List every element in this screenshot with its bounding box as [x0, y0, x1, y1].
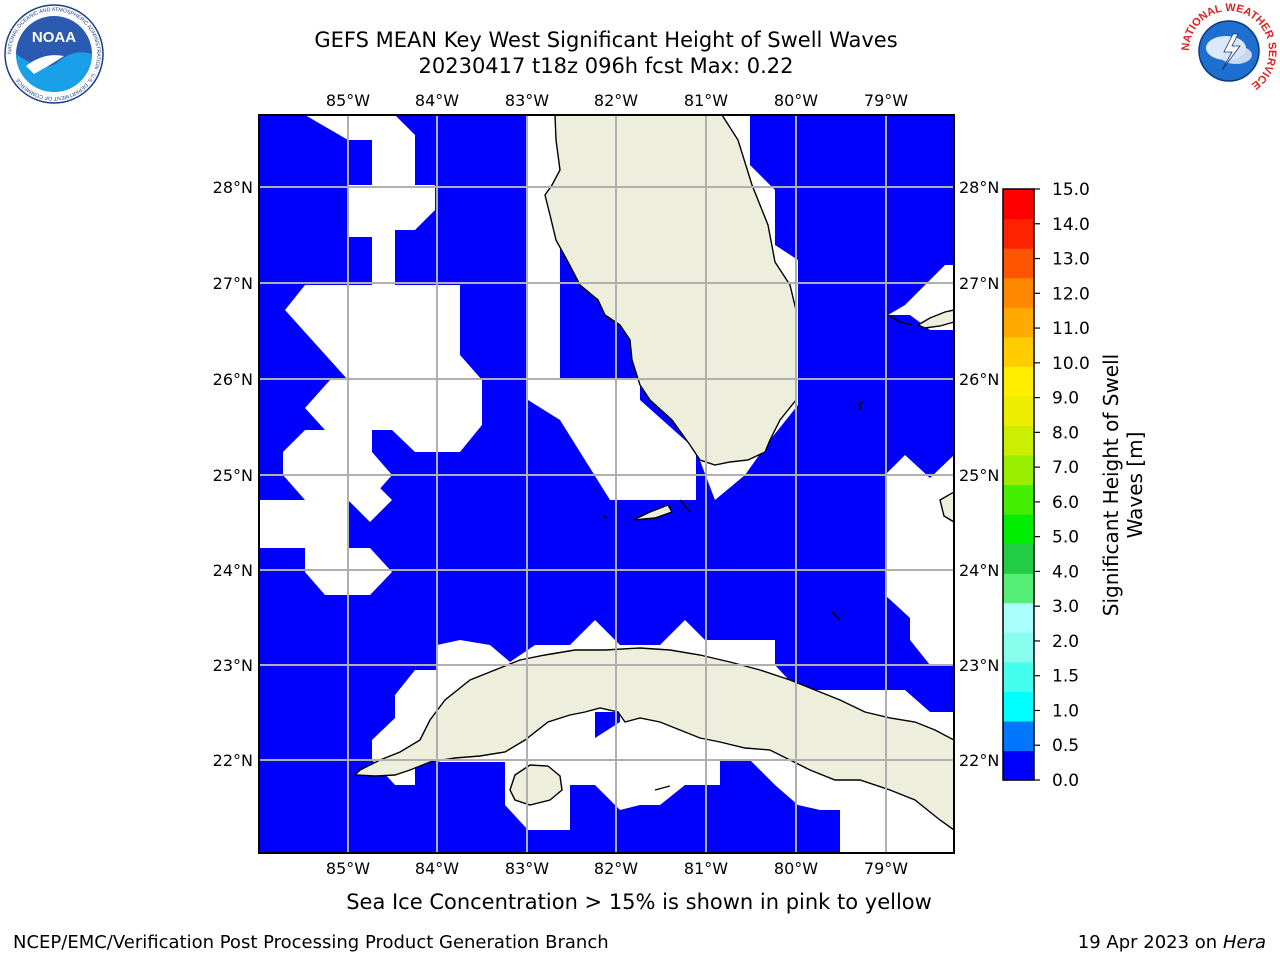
- colorbar-segment: [1003, 277, 1034, 308]
- colorbar-segment: [1003, 366, 1034, 397]
- colorbar-segment: [1003, 661, 1034, 692]
- lon-bottom-tick: 82°W: [594, 859, 638, 878]
- colorbar-tick-label: 11.0: [1052, 319, 1090, 339]
- colorbar-frame: [1002, 188, 1035, 781]
- lon-top-tick: 79°W: [864, 91, 908, 110]
- lon-top-tick: 85°W: [326, 91, 370, 110]
- colorbar-label: Significant Height of Swell Waves [m]: [1099, 353, 1147, 617]
- lon-top-tick: 83°W: [505, 91, 549, 110]
- colorbar: 0.0 0.5 1.0 1.5 2.0 3.0 4.0 5.0 6.0 7.0 8.0 9.0 10.0…: [1002, 180, 1090, 791]
- lat-left-tick: 27°N: [213, 274, 253, 293]
- lat-left-tick: 28°N: [213, 178, 253, 197]
- lon-top-tick: 81°W: [684, 91, 728, 110]
- colorbar-segment: [1003, 425, 1034, 456]
- footer-credit: NCEP/EMC/Verification Post Processing Pr…: [13, 932, 609, 953]
- bahamas-grand-bahama: [916, 309, 954, 329]
- sea-ice-note: Sea Ice Concentration > 15% is shown in …: [346, 890, 932, 914]
- bottom-longitude-labels: 85°W 84°W 83°W 82°W 81°W 80°W 79°W: [326, 859, 908, 878]
- colorbar-segment: [1003, 454, 1034, 486]
- colorbar-segment: [1003, 336, 1034, 367]
- chart-subtitle: 20230417 t18z 096h fcst Max: 0.22: [418, 54, 794, 78]
- colorbar-tick-label: 9.0: [1052, 389, 1079, 409]
- lon-bottom-tick: 84°W: [415, 859, 459, 878]
- top-longitude-labels: 85°W 84°W 83°W 82°W 81°W 80°W 79°W: [326, 91, 908, 110]
- lat-right-tick: 27°N: [959, 274, 999, 293]
- colorbar-segment: [1003, 750, 1034, 781]
- colorbar-tick-label: 13.0: [1052, 250, 1090, 270]
- lat-right-tick: 25°N: [959, 466, 999, 485]
- colorbar-tick-label: 3.0: [1052, 597, 1079, 617]
- florida-keys: [632, 504, 674, 521]
- lat-right-tick: 24°N: [959, 561, 999, 580]
- nws-logo: NATIONAL WEATHER SERVICE: [1179, 1, 1279, 101]
- footer-date: 19 Apr 2023 on Hera: [1078, 932, 1266, 953]
- colorbar-tick-label: 15.0: [1052, 180, 1090, 200]
- florida-peninsula: [544, 115, 797, 466]
- colorbar-segment: [1003, 218, 1034, 249]
- colorbar-segment: [1003, 189, 1034, 220]
- chart-title: GEFS MEAN Key West Significant Height of…: [314, 28, 898, 52]
- footer-date-text: 19 Apr 2023 on: [1077, 932, 1223, 953]
- lat-right-tick: 28°N: [959, 178, 999, 197]
- lat-left-tick: 24°N: [213, 561, 253, 580]
- map-frame: [258, 114, 955, 854]
- left-latitude-labels: 28°N 27°N 26°N 25°N 24°N 23°N 22°N: [213, 178, 253, 770]
- colorbar-tick-label: 0.5: [1052, 736, 1079, 756]
- lat-left-tick: 23°N: [213, 656, 253, 675]
- lat-right-tick: 23°N: [959, 656, 999, 675]
- colorbar-tick-label: 4.0: [1052, 562, 1079, 582]
- lon-top-tick: 84°W: [415, 91, 459, 110]
- minor-islands: [603, 314, 913, 791]
- lat-left-tick: 25°N: [213, 466, 253, 485]
- colorbar-tick-label: 7.0: [1052, 458, 1079, 478]
- colorbar-segment: [1003, 543, 1034, 574]
- colorbar-tick-label: 1.0: [1052, 701, 1079, 721]
- bahamas-andros: [939, 491, 954, 523]
- colorbar-segment: [1003, 691, 1034, 722]
- lat-right-tick: 26°N: [959, 370, 999, 389]
- colorbar-tick-label: 10.0: [1052, 354, 1090, 374]
- map-gridlines: [259, 115, 954, 853]
- colorbar-segment: [1003, 484, 1034, 515]
- colorbar-segment: [1003, 248, 1034, 279]
- footer-host: Hera: [1222, 932, 1266, 953]
- lat-right-tick: 22°N: [959, 751, 999, 770]
- land-masses: [353, 115, 954, 831]
- colorbar-segment: [1003, 632, 1034, 663]
- colorbar-tick-label: 6.0: [1052, 493, 1079, 513]
- lat-left-tick: 26°N: [213, 370, 253, 389]
- lon-top-tick: 82°W: [594, 91, 638, 110]
- noaa-logo-text: NOAA: [32, 29, 76, 46]
- colorbar-segment: [1003, 573, 1034, 604]
- colorbar-segment: [1003, 514, 1034, 545]
- colorbar-tick-label: 14.0: [1052, 215, 1090, 235]
- isla-de-la-juventud: [509, 764, 563, 806]
- colorbar-tick-label: 0.0: [1052, 771, 1079, 791]
- noaa-logo: NOAA NATIONAL OCEANIC AND ATMOSPHERIC AD…: [4, 4, 104, 104]
- colorbar-segment: [1003, 395, 1034, 426]
- colorbar-tick-label: 5.0: [1052, 528, 1079, 548]
- lon-bottom-tick: 81°W: [684, 859, 728, 878]
- lon-bottom-tick: 80°W: [774, 859, 818, 878]
- lon-bottom-tick: 83°W: [505, 859, 549, 878]
- cuba: [353, 647, 954, 831]
- lat-left-tick: 22°N: [213, 751, 253, 770]
- colorbar-tick-label: 8.0: [1052, 423, 1079, 443]
- colorbar-tick-label: 2.0: [1052, 632, 1079, 652]
- colorbar-tick-label: 1.5: [1052, 667, 1079, 687]
- lon-bottom-tick: 79°W: [864, 859, 908, 878]
- lon-bottom-tick: 85°W: [326, 859, 370, 878]
- colorbar-segment: [1003, 307, 1034, 338]
- lon-top-tick: 80°W: [774, 91, 818, 110]
- colorbar-segment: [1003, 602, 1034, 633]
- colorbar-tick-label: 12.0: [1052, 284, 1090, 304]
- right-latitude-labels: 28°N 27°N 26°N 25°N 24°N 23°N 22°N: [959, 178, 999, 770]
- colorbar-segment: [1003, 720, 1034, 752]
